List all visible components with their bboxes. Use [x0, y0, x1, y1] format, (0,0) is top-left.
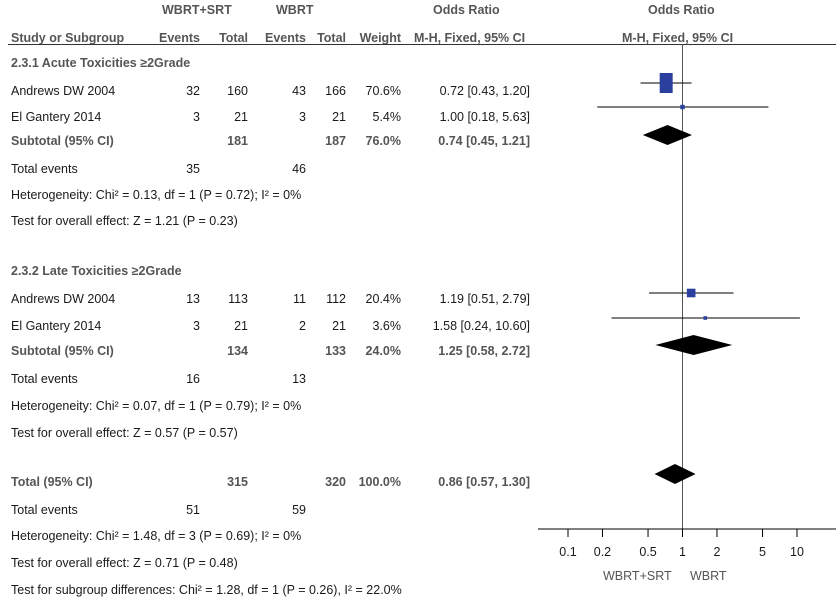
x-tick-label: 5 [759, 545, 766, 559]
weight: 70.6% [365, 84, 401, 98]
total1: 113 [228, 292, 248, 306]
total1: 21 [234, 319, 248, 333]
weight: 3.6% [372, 319, 402, 333]
col-total2: Total [317, 31, 346, 45]
subtotal-total1: 134 [227, 344, 248, 358]
events1: 3 [193, 319, 200, 333]
pooled-estimate-diamond [642, 125, 692, 145]
overall-effect-text: Test for overall effect: Z = 0.57 (P = 0… [11, 426, 238, 440]
total-events-label: Total events [11, 503, 78, 517]
total2: 112 [326, 292, 346, 306]
overall-effect-text: Test for overall effect: Z = 1.21 (P = 0… [11, 214, 238, 228]
total2: 21 [332, 110, 346, 124]
group2-header: WBRT [276, 3, 314, 17]
total2: 21 [332, 319, 346, 333]
total-events1: 51 [186, 503, 200, 517]
heterogeneity-text: Heterogeneity: Chi² = 1.48, df = 3 (P = … [11, 529, 302, 543]
events1: 13 [186, 292, 200, 306]
col-method: M-H, Fixed, 95% CI [414, 31, 526, 45]
odds-ratio-ci: 1.58 [0.24, 10.60] [432, 319, 530, 333]
total-ci: 0.86 [0.57, 1.30] [438, 475, 530, 489]
subtotal-total2: 187 [325, 134, 346, 148]
study-weight-square [659, 73, 673, 93]
study-name: Andrews DW 2004 [11, 292, 116, 306]
events1: 32 [186, 84, 200, 98]
total-events-label: Total events [11, 162, 78, 176]
subgroup-differences-text: Test for subgroup differences: Chi² = 1.… [11, 583, 402, 597]
total-total1: 315 [227, 475, 248, 489]
subgroup-title: 2.3.1 Acute Toxicities ≥2Grade [11, 56, 191, 70]
heterogeneity-text: Heterogeneity: Chi² = 0.13, df = 1 (P = … [11, 188, 302, 202]
col-total1: Total [219, 31, 248, 45]
col-study: Study or Subgroup [11, 31, 125, 45]
col-weight: Weight [359, 31, 401, 45]
events2: 3 [299, 110, 306, 124]
subtotal-weight: 76.0% [365, 134, 401, 148]
x-tick-label: 0.1 [559, 545, 577, 559]
subtotal-total1: 181 [227, 134, 248, 148]
odds-ratio-ci: 1.19 [0.51, 2.79] [439, 292, 530, 306]
pooled-estimate-diamond [655, 335, 733, 355]
total-events1: 35 [186, 162, 200, 176]
x-tick-label: 0.2 [593, 545, 612, 559]
odds-ratio-ci: 0.72 [0.43, 1.20] [439, 84, 530, 98]
heterogeneity-text: Heterogeneity: Chi² = 0.07, df = 1 (P = … [11, 399, 302, 413]
weight: 5.4% [372, 110, 402, 124]
x-tick-label: 0.5 [639, 545, 657, 559]
col-events1: Events [159, 31, 200, 45]
pooled-estimate-diamond [654, 464, 696, 484]
subtotal-label: Subtotal (95% CI) [11, 344, 114, 358]
total1: 21 [234, 110, 248, 124]
subgroup-title: 2.3.2 Late Toxicities ≥2Grade [11, 264, 182, 278]
x-tick-label: 2 [713, 545, 721, 559]
total2: 166 [325, 84, 346, 98]
total-events2: 46 [292, 162, 306, 176]
weight: 20.4% [365, 292, 401, 306]
total-events2: 13 [292, 372, 306, 386]
subtotal-total2: 133 [325, 344, 346, 358]
study-weight-square [680, 104, 685, 110]
effect-title: Odds Ratio [433, 3, 500, 17]
study-weight-square [703, 316, 708, 320]
study-name: Andrews DW 2004 [11, 84, 116, 98]
subtotal-ci: 1.25 [0.58, 2.72] [438, 344, 530, 358]
plot-title: Odds Ratio [648, 3, 715, 17]
total-total2: 320 [325, 475, 346, 489]
subtotal-label: Subtotal (95% CI) [11, 134, 114, 148]
events2: 11 [293, 292, 306, 306]
total-events1: 16 [186, 372, 200, 386]
subtotal-ci: 0.74 [0.45, 1.21] [438, 134, 530, 148]
x-tick-label: 10 [790, 545, 804, 559]
total-label: Total (95% CI) [11, 475, 93, 489]
group1-header: WBRT+SRT [162, 3, 232, 17]
col-events2: Events [265, 31, 306, 45]
events2: 2 [299, 319, 306, 333]
favours-right-label: WBRT [690, 569, 727, 583]
total-events-label: Total events [11, 372, 78, 386]
study-weight-square [686, 288, 696, 298]
favours-left-label: WBRT+SRT [603, 569, 672, 583]
study-name: El Gantery 2014 [11, 110, 102, 124]
subtotal-weight: 24.0% [365, 344, 401, 358]
study-name: El Gantery 2014 [11, 319, 102, 333]
x-tick-label: 1 [679, 545, 686, 559]
events1: 3 [193, 110, 200, 124]
odds-ratio-ci: 1.00 [0.18, 5.63] [439, 110, 530, 124]
total-weight: 100.0% [358, 475, 401, 489]
header-rule [8, 44, 836, 45]
total1: 160 [227, 84, 248, 98]
overall-effect-text: Test for overall effect: Z = 0.71 (P = 0… [11, 556, 238, 570]
total-events2: 59 [292, 503, 306, 517]
events2: 43 [292, 84, 306, 98]
plot-method: M-H, Fixed, 95% CI [622, 31, 734, 45]
